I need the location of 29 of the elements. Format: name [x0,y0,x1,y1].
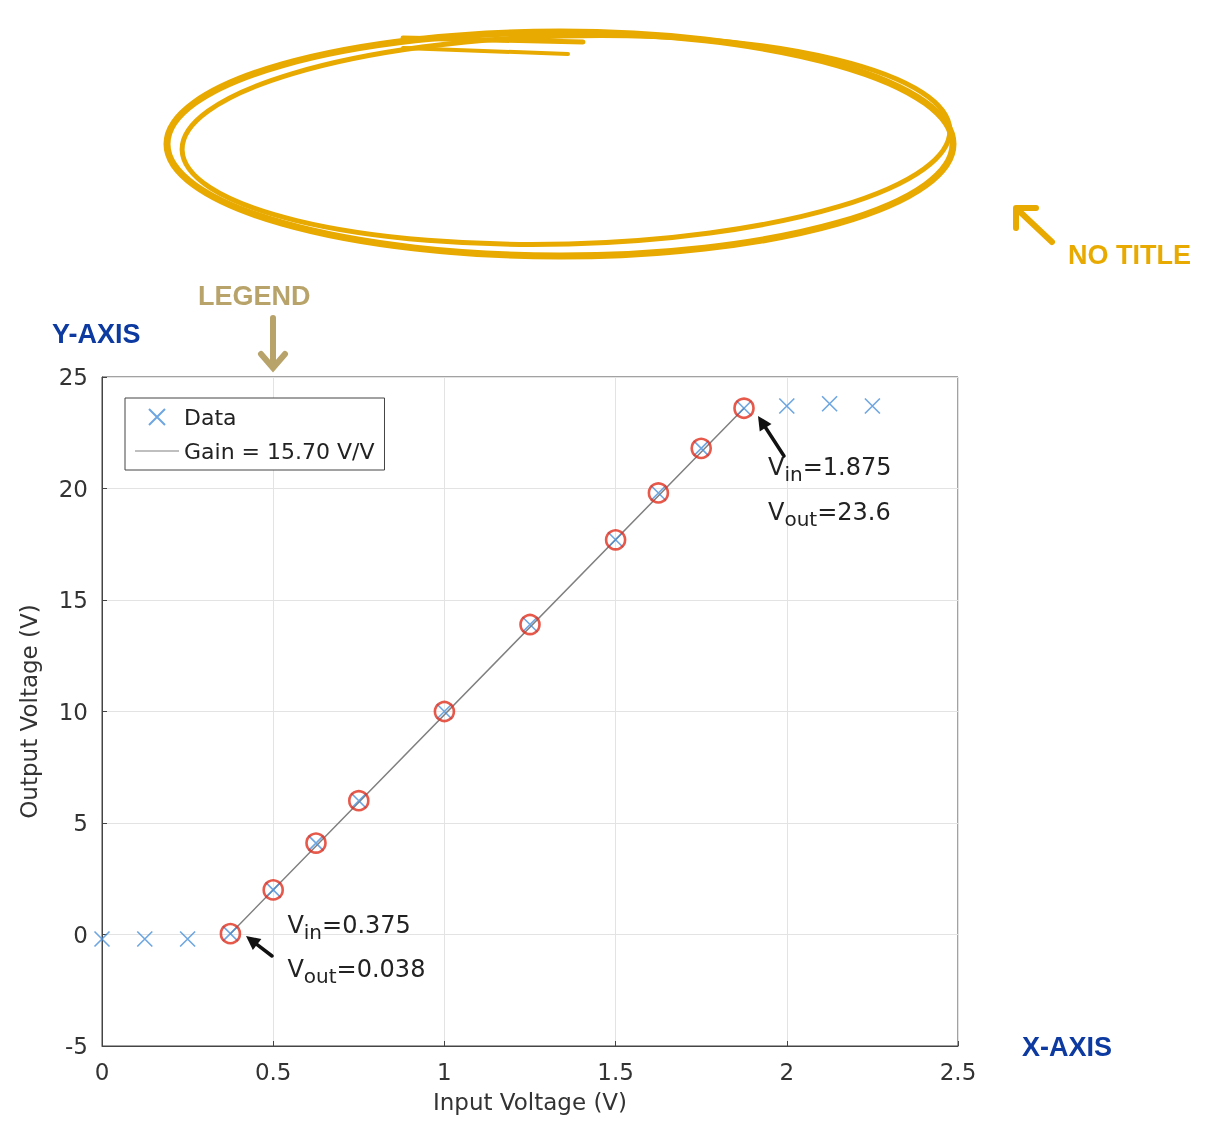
text: Y-AXIS [52,319,141,350]
x-axis-title: Input Voltage (V) [432,1088,628,1115]
x-tick-label: 2.5 [939,1058,977,1085]
y-tick-label: 0 [73,921,88,948]
x-tick-label: 0 [94,1058,110,1085]
y-tick-label: 10 [58,698,88,725]
x-tick-label: 1.5 [597,1058,634,1085]
point [821,395,838,413]
point [778,397,796,415]
y-tick-label: -5 [65,1033,88,1059]
point [93,930,111,948]
y-axis-title: Output Voltage (V) [15,604,42,819]
x-tick-label: 1 [437,1058,452,1085]
text: X-AXIS [1022,1032,1113,1063]
y-tick-label: 15 [58,587,88,613]
y-tick-label: 5 [73,810,88,836]
point [136,930,154,948]
annotation: V$_{in}$=0.375 V$_{out}$=0.038 [287,909,426,991]
text: LEGEND [198,281,311,312]
point [864,397,881,415]
annotation: V$_{in}$=1.875 V$_{out}$=23.6 [768,452,892,533]
legend-label: Gain = 15.70 V/V [184,438,375,464]
y-tick-label: 20 [58,475,88,502]
point [179,930,196,948]
y-tick-label: 25 [58,364,88,390]
text: NO TITLE [1068,240,1191,271]
x-tick-label: 0.5 [254,1058,292,1085]
x-tick-label: 2 [779,1058,795,1085]
legend-label: Data [184,404,237,430]
